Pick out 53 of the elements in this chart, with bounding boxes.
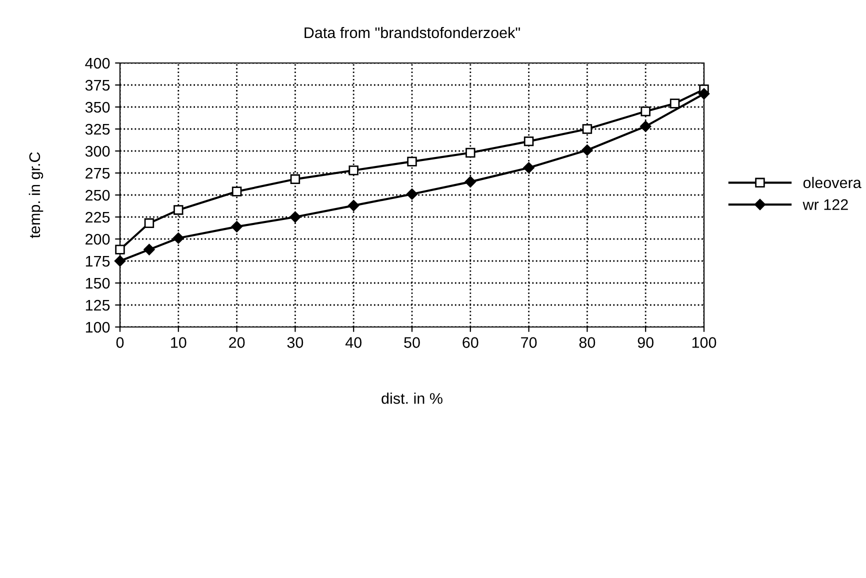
- y-tick-label: 375: [85, 80, 110, 91]
- point: [348, 200, 360, 212]
- point: [290, 174, 300, 184]
- x-tick-label: 80: [579, 337, 596, 348]
- y-tick-label: 225: [86, 212, 110, 223]
- point: [582, 144, 593, 156]
- point: [640, 120, 652, 132]
- point: [464, 176, 476, 188]
- x-tick-label: 0: [116, 337, 124, 348]
- x-tick-label: 30: [287, 337, 304, 348]
- y-tick-label: 300: [85, 146, 110, 157]
- point: [231, 221, 242, 232]
- point: [144, 244, 155, 256]
- legend-label: oleovera: [803, 176, 862, 188]
- point: [670, 98, 680, 108]
- y-tick-label: 200: [86, 234, 110, 245]
- point: [232, 186, 242, 196]
- point: [523, 162, 534, 174]
- y-tick-label: 325: [85, 124, 110, 135]
- point: [640, 106, 650, 116]
- point: [406, 188, 418, 200]
- x-tick-label: 60: [462, 337, 478, 348]
- point: [407, 156, 417, 166]
- y-tick-label: 350: [85, 102, 110, 113]
- point: [114, 255, 126, 267]
- point: [172, 232, 184, 244]
- x-tick-label: 40: [345, 337, 362, 348]
- x-tick-label: 20: [229, 337, 245, 348]
- y-tick-label: 400: [85, 58, 110, 69]
- x-tick-label: 100: [692, 337, 716, 348]
- x-tick-label: 90: [638, 337, 654, 348]
- y-tick-label: 100: [86, 322, 110, 333]
- legend-label: wr 122: [802, 199, 848, 210]
- point: [582, 124, 592, 134]
- point: [348, 166, 358, 176]
- x-axis-title: dist. in %: [382, 392, 442, 404]
- y-tick-label: 125: [86, 300, 110, 311]
- point: [698, 88, 710, 100]
- point: [290, 211, 301, 223]
- y-tick-label: 150: [86, 278, 110, 289]
- y-axis-title: temp. in gr.C: [28, 152, 44, 238]
- chart-title: Data from "brandstofonderzoek": [304, 26, 520, 38]
- point: [174, 205, 184, 215]
- point: [466, 148, 476, 158]
- point: [144, 218, 154, 228]
- x-tick-label: 50: [404, 337, 420, 348]
- y-tick-label: 250: [86, 190, 110, 201]
- y-tick-label: 175: [86, 256, 110, 267]
- y-tick-label: 275: [86, 168, 110, 179]
- x-tick-label: 10: [171, 337, 186, 348]
- x-tick-label: 70: [521, 337, 537, 348]
- point: [524, 136, 534, 146]
- point: [115, 244, 125, 254]
